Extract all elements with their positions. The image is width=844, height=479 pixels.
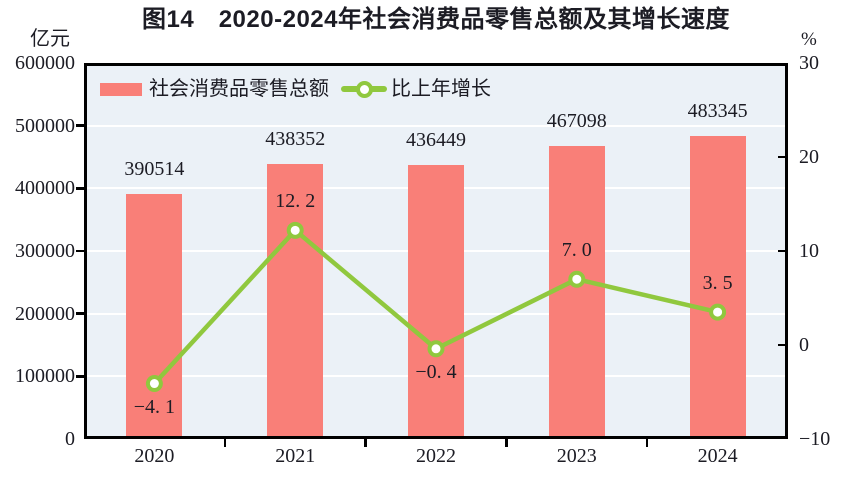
right-axis-tick [778, 155, 788, 159]
right-axis-tick-label: 10 [799, 240, 819, 262]
line-marker-icon [145, 375, 163, 393]
x-axis-label: 2020 [134, 445, 175, 467]
line-marker-icon [286, 221, 304, 239]
left-axis-tick-label: 100000 [15, 365, 75, 388]
line-value-label: −4. 1 [133, 395, 176, 418]
left-axis-tick [76, 249, 84, 253]
line-marker-icon [709, 303, 727, 321]
left-axis-tick-label: 0 [65, 428, 75, 450]
bar-2024 [689, 136, 746, 436]
x-axis-tick [645, 439, 649, 447]
left-axis-tick [76, 187, 84, 190]
left-axis-tick [76, 375, 84, 378]
line-marker-icon [568, 270, 586, 288]
legend-line-marker-icon [356, 81, 373, 98]
right-axis-unit: % [801, 29, 817, 50]
left-axis-tick-label: 500000 [15, 114, 75, 137]
right-axis-tick [778, 249, 788, 253]
legend-line-label: 比上年增长 [391, 78, 491, 100]
left-axis-tick [76, 124, 84, 127]
x-axis-tick [364, 439, 367, 447]
x-axis-label: 2023 [556, 445, 597, 467]
right-axis-tick-label: 0 [799, 334, 809, 356]
right-axis-tick-label: 20 [799, 146, 819, 168]
left-axis-tick-label: 600000 [15, 52, 75, 74]
bar-value-label: 483345 [687, 100, 748, 123]
plot-area [84, 63, 788, 439]
line-value-label: 7. 0 [561, 239, 592, 262]
x-axis-tick [223, 439, 227, 447]
left-axis-tick-label: 300000 [15, 240, 75, 262]
bar-value-label: 467098 [546, 110, 607, 133]
line-value-label: −0. 4 [415, 360, 457, 383]
bar-2020 [126, 194, 183, 436]
bar-value-label: 438352 [265, 128, 326, 151]
x-axis-label: 2024 [697, 445, 738, 467]
bar-2021 [267, 164, 324, 436]
legend-bar-label: 社会消费品零售总额 [149, 78, 329, 100]
x-axis-label: 2021 [275, 445, 316, 467]
x-axis-tick [505, 439, 508, 447]
gridline [87, 124, 785, 127]
right-axis-tick-label: −10 [799, 428, 831, 450]
right-axis-tick [778, 343, 788, 347]
left-axis-unit: 亿元 [30, 28, 70, 50]
x-axis-label: 2022 [416, 445, 456, 467]
bar-2023 [548, 146, 605, 436]
left-axis-tick-label: 200000 [15, 302, 75, 325]
right-axis-tick-label: 30 [799, 52, 819, 74]
bar-value-label: 436449 [406, 129, 466, 152]
left-axis-tick-label: 400000 [15, 177, 75, 200]
line-marker-icon [427, 340, 445, 358]
bar-value-label: 390514 [124, 158, 185, 181]
chart-title: 图14 2020-2024年社会消费品零售总额及其增长速度 [142, 6, 730, 33]
line-value-label: 3. 5 [702, 272, 733, 295]
line-value-label: 12. 2 [275, 190, 316, 213]
legend-bar-swatch [100, 83, 142, 96]
bar-2022 [408, 165, 464, 436]
left-axis-tick [76, 312, 84, 315]
